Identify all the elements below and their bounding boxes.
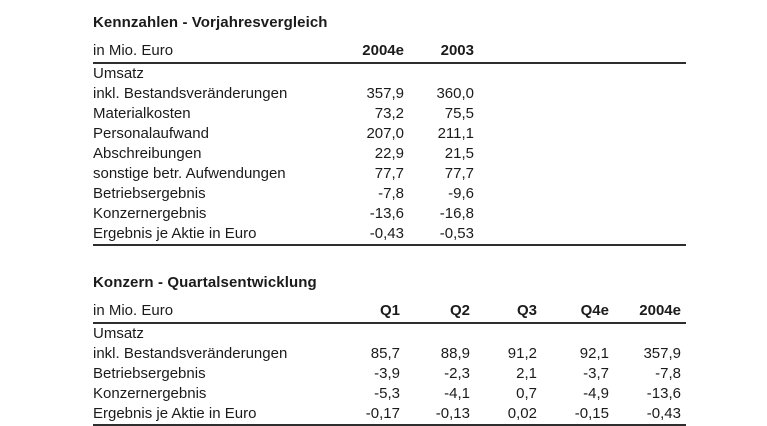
- report-page: Kennzahlen - Vorjahresvergleich in Mio. …: [93, 13, 686, 426]
- unit-label: in Mio. Euro: [93, 302, 174, 319]
- table-row: inkl. Bestandsveränderungen 85,7 88,9 91,2 9…: [93, 344, 681, 364]
- row-value: [404, 64, 474, 84]
- row-value: [332, 64, 404, 84]
- column-header-q3: Q3: [516, 302, 537, 319]
- row-value: -0,15: [574, 405, 609, 422]
- table-yearly-comparison: Kennzahlen - Vorjahresvergleich in Mio. …: [93, 13, 686, 246]
- row-value: -4,9: [583, 385, 609, 402]
- row-label: Umsatz: [93, 65, 144, 82]
- table-quarterly-development-header-row: in Mio. Euro Q1 Q2 Q3 Q4e 2004e: [93, 300, 686, 324]
- row-label: inkl. Bestandsveränderungen: [93, 345, 288, 362]
- unit-label: in Mio. Euro: [93, 42, 174, 59]
- table-row: sonstige betr. Aufwendungen 77,7 77,7: [93, 164, 681, 184]
- row-label: Ergebnis je Aktie in Euro: [93, 405, 257, 422]
- table-row: inkl. Bestandsveränderungen 357,9 360,0: [93, 84, 681, 104]
- row-value: 88,9: [440, 345, 470, 362]
- column-header-2003: 2003: [440, 42, 474, 59]
- row-value: -4,1: [444, 385, 470, 402]
- row-value: 77,7: [374, 165, 404, 182]
- table-row: Abschreibungen 22,9 21,5: [93, 144, 681, 164]
- row-value: -0,43: [646, 405, 681, 422]
- row-value: [537, 324, 609, 344]
- row-value: 2,1: [516, 365, 537, 382]
- row-label: Abschreibungen: [93, 145, 202, 162]
- row-value: -0,17: [365, 405, 400, 422]
- table-row: Personalaufwand 207,0 211,1: [93, 124, 681, 144]
- row-label: Ergebnis je Aktie in Euro: [93, 225, 257, 242]
- row-label: Konzernergebnis: [93, 205, 207, 222]
- row-value: 85,7: [370, 345, 400, 362]
- row-value: -13,6: [646, 385, 681, 402]
- column-header-q2: Q2: [449, 302, 470, 319]
- row-value: -2,3: [444, 365, 470, 382]
- row-label: Betriebsergebnis: [93, 185, 206, 202]
- row-value: 357,9: [366, 85, 404, 102]
- row-value: [609, 324, 681, 344]
- row-value: 207,0: [366, 125, 404, 142]
- row-value: [470, 324, 537, 344]
- row-value: -9,6: [448, 185, 474, 202]
- row-value: -7,8: [378, 185, 404, 202]
- row-label: inkl. Bestandsveränderungen: [93, 85, 288, 102]
- row-value: -0,53: [439, 225, 474, 242]
- row-value: 360,0: [436, 85, 474, 102]
- row-label: Materialkosten: [93, 105, 191, 122]
- row-value: -3,9: [374, 365, 400, 382]
- row-value: 0,02: [507, 405, 537, 422]
- table-row: Betriebsergebnis -7,8 -9,6: [93, 184, 681, 204]
- row-value: -7,8: [655, 365, 681, 382]
- row-value: 0,7: [516, 385, 537, 402]
- table-yearly-comparison-body: Umsatz inkl. Bestandsveränderungen 357,9 36…: [93, 64, 686, 246]
- row-value: -5,3: [374, 385, 400, 402]
- row-value: -0,13: [435, 405, 470, 422]
- table-row: Umsatz: [93, 324, 681, 344]
- column-header-2004e: 2004e: [362, 42, 404, 59]
- row-label: Personalaufwand: [93, 125, 209, 142]
- row-value: 91,2: [507, 345, 537, 362]
- row-value: 75,5: [444, 105, 474, 122]
- table-quarterly-development-title: Konzern - Quartalsentwicklung: [93, 274, 317, 291]
- table-quarterly-development-body: Umsatz inkl. Bestandsveränderungen 85,7 88,…: [93, 324, 686, 426]
- row-value: 77,7: [444, 165, 474, 182]
- column-header-q4e: Q4e: [580, 302, 609, 319]
- row-value: 22,9: [374, 145, 404, 162]
- table-row: Konzernergebnis -5,3 -4,1 0,7 -4,9 -13,6: [93, 384, 681, 404]
- row-value: -0,43: [369, 225, 404, 242]
- table-row: Umsatz: [93, 64, 681, 84]
- column-header-q1: Q1: [379, 302, 400, 319]
- table-yearly-comparison-header-row: in Mio. Euro 2004e 2003: [93, 40, 686, 64]
- table-row: Materialkosten 73,2 75,5: [93, 104, 681, 124]
- table-row: Ergebnis je Aktie in Euro -0,17 -0,13 0,02 -…: [93, 404, 681, 424]
- table-row: Ergebnis je Aktie in Euro -0,43 -0,53: [93, 224, 681, 244]
- column-header-2004e: 2004e: [639, 302, 681, 319]
- row-value: 92,1: [579, 345, 609, 362]
- table-row: Konzernergebnis -13,6 -16,8: [93, 204, 681, 224]
- row-value: [400, 324, 470, 344]
- row-value: 211,1: [437, 125, 474, 142]
- row-value: [333, 324, 400, 344]
- table-quarterly-development: Konzern - Quartalsentwicklung in Mio. Eu…: [93, 273, 686, 426]
- row-value: 21,5: [444, 145, 474, 162]
- row-value: 73,2: [374, 105, 404, 122]
- row-value: -16,8: [439, 205, 474, 222]
- table-row: Betriebsergebnis -3,9 -2,3 2,1 -3,7 -7,8: [93, 364, 681, 384]
- row-label: Betriebsergebnis: [93, 365, 206, 382]
- row-value: -13,6: [369, 205, 404, 222]
- row-label: Konzernergebnis: [93, 385, 207, 402]
- row-value: 357,9: [643, 345, 681, 362]
- row-label: sonstige betr. Aufwendungen: [93, 165, 286, 182]
- table-yearly-comparison-title: Kennzahlen - Vorjahresvergleich: [93, 14, 328, 31]
- row-value: -3,7: [583, 365, 609, 382]
- row-label: Umsatz: [93, 325, 144, 342]
